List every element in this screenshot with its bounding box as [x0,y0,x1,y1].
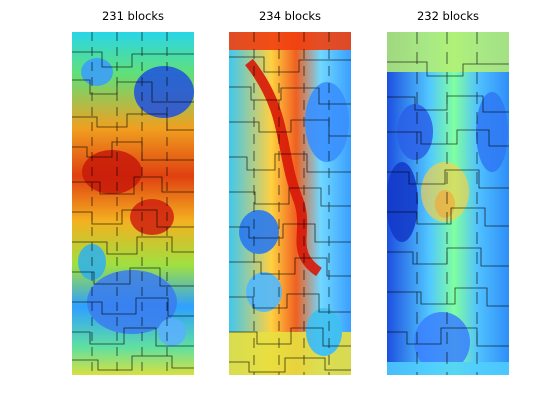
panel-2-title: 234 blocks [258,9,322,23]
panel-2-image [229,32,351,375]
panel-1 [72,32,194,375]
panel-3 [387,32,509,375]
panel-3-title: 232 blocks [416,9,480,23]
panel-1-image [72,32,194,375]
panel-1-title: 231 blocks [101,9,165,23]
panel-2 [229,32,351,375]
panel-3-image [387,32,509,375]
